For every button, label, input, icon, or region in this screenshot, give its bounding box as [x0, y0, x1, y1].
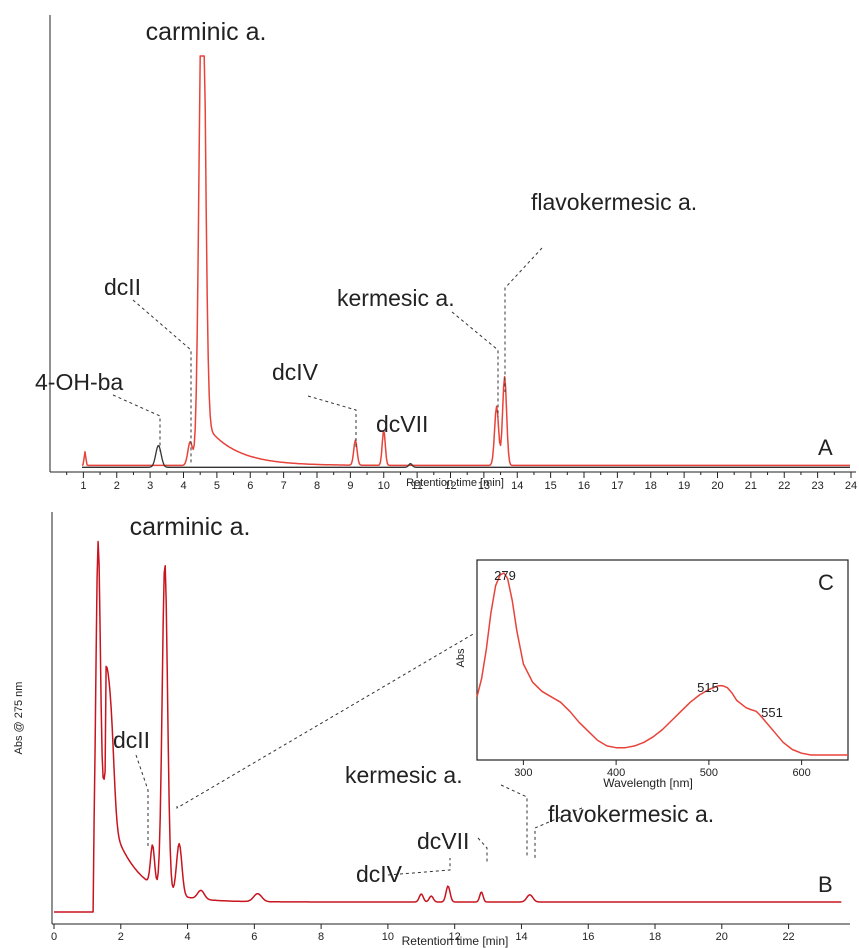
panel-a-leader-kermesic: [451, 311, 499, 417]
panel-b-annotation-dcvii: dcVII: [417, 828, 469, 854]
panel-a-label: A: [818, 435, 833, 460]
panel-b-y-axis-label: Abs @ 275 nm: [13, 682, 25, 755]
panel-b-x-axis-label: Retention time [min]: [402, 934, 509, 948]
x-tick-label: 20: [711, 480, 723, 492]
x-tick-label: 15: [545, 480, 557, 492]
panel-c-uv-vis-spectrum: [476, 572, 848, 756]
x-tick-label: 12: [449, 931, 461, 943]
panel-a: 1 2 3 4 5 6 7 8 9 10 11 12 13 14 15 16 17 18 19 20 21 22 23 24 …: [35, 15, 857, 492]
x-tick-label: 7: [281, 480, 287, 492]
x-tick-label: 6: [247, 480, 253, 492]
panel-c-label: C: [818, 570, 834, 595]
x-tick-label: 8: [318, 931, 324, 943]
panel-c-peak-label-279: 279: [494, 568, 516, 583]
x-tick-label: 500: [700, 767, 718, 779]
x-tick-label: 16: [582, 931, 594, 943]
panel-b-leader-dciv: [387, 858, 451, 876]
panel-b-annotation-dcii: dcII: [113, 727, 150, 753]
panel-c-peak-label-515: 515: [697, 680, 719, 695]
panel-b-x-ticks: 0 2 4 6 8 10 12 14 16 18 20 22: [51, 924, 795, 943]
panel-b-label: B: [818, 872, 833, 897]
panel-a-leader-dciv: [307, 395, 357, 448]
panel-a-annotation-dciv: dcIV: [272, 359, 319, 385]
x-tick-label: 10: [382, 931, 394, 943]
panel-b-leader-dcii: [135, 754, 149, 848]
x-tick-label: 22: [778, 480, 790, 492]
panel-c-frame: [476, 559, 849, 761]
panel-a-trace-red: [81, 55, 850, 467]
x-tick-label: 300: [514, 767, 532, 779]
panel-a-leader-dcii: [132, 299, 192, 465]
x-tick-label: 13: [478, 480, 490, 492]
panel-c-y-axis-label: Abs: [455, 648, 467, 667]
panel-b: 0 2 4 6 8 10 12 14 16 18 20 22 Retention time [min]…: [13, 512, 850, 948]
panel-a-leader-4-oh-ba: [112, 394, 161, 452]
panel-b-annotation-carminic-acid: carminic a.: [130, 513, 251, 541]
x-tick-label: 2: [118, 931, 124, 943]
x-tick-label: 18: [645, 480, 657, 492]
panel-b-annotation-kermesic-acid: kermesic a.: [345, 762, 463, 788]
panel-a-annotation-4-oh-ba: 4-OH-ba: [35, 369, 123, 395]
panel-a-trace-black: [82, 444, 850, 468]
panel-b-leader-carminic-to-inset: [176, 632, 476, 809]
panel-b-annotation-flavokermesic-acid: flavokermesic a.: [548, 801, 714, 827]
x-tick-label: 3: [147, 480, 153, 492]
x-tick-label: 400: [607, 767, 625, 779]
x-tick-label: 8: [314, 480, 320, 492]
x-tick-label: 6: [251, 931, 257, 943]
x-tick-label: 600: [792, 767, 810, 779]
x-tick-label: 20: [716, 931, 728, 943]
x-tick-label: 14: [515, 931, 527, 943]
panel-a-x-axis-label: Retention time [min]: [406, 477, 504, 489]
panel-b-leader-kermesic: [500, 784, 528, 858]
x-tick-label: 14: [511, 480, 523, 492]
panel-a-leader-flavokermesic: [504, 247, 543, 392]
x-tick-label: 24: [845, 480, 857, 492]
x-tick-label: 0: [51, 931, 57, 943]
x-tick-label: 2: [114, 480, 120, 492]
panel-c-peak-label-551: 551: [761, 705, 783, 720]
x-tick-label: 5: [214, 480, 220, 492]
panel-c-inset: 300 400 500 600 Wavelength [nm] Abs C 279 5…: [455, 559, 849, 790]
panel-a-x-ticks: 1 2 3 4 5 6 7 8 9 10 11 12 13 14 15 16 17 18 19 20 21 22 23 24: [66, 472, 857, 492]
panel-a-annotation-dcvii: dcVII: [376, 411, 428, 437]
x-tick-label: 10: [378, 480, 390, 492]
panel-b-leader-dcvii: [477, 837, 488, 862]
x-tick-label: 18: [649, 931, 661, 943]
panel-a-annotation-dcii: dcII: [104, 274, 141, 300]
x-tick-label: 11: [411, 480, 422, 492]
x-tick-label: 19: [678, 480, 690, 492]
x-tick-label: 16: [578, 480, 590, 492]
panel-a-annotation-kermesic-acid: kermesic a.: [337, 285, 455, 311]
x-tick-label: 4: [180, 480, 186, 492]
x-tick-label: 21: [745, 480, 757, 492]
x-tick-label: 1: [80, 480, 86, 492]
panel-a-annotation-flavokermesic-acid: flavokermesic a.: [531, 189, 697, 215]
x-tick-label: 9: [347, 480, 353, 492]
panel-a-annotation-carminic-acid: carminic a.: [146, 18, 267, 46]
x-tick-label: 22: [782, 931, 794, 943]
panel-b-trace-red: [54, 540, 842, 913]
panel-c-x-axis-label: Wavelength [nm]: [603, 776, 693, 790]
panel-b-annotation-dciv: dcIV: [356, 861, 403, 887]
panel-c-x-ticks: 300 400 500 600: [514, 760, 811, 779]
x-tick-label: 23: [812, 480, 824, 492]
x-tick-label: 4: [184, 931, 190, 943]
x-tick-label: 12: [444, 480, 456, 492]
x-tick-label: 17: [611, 480, 623, 492]
